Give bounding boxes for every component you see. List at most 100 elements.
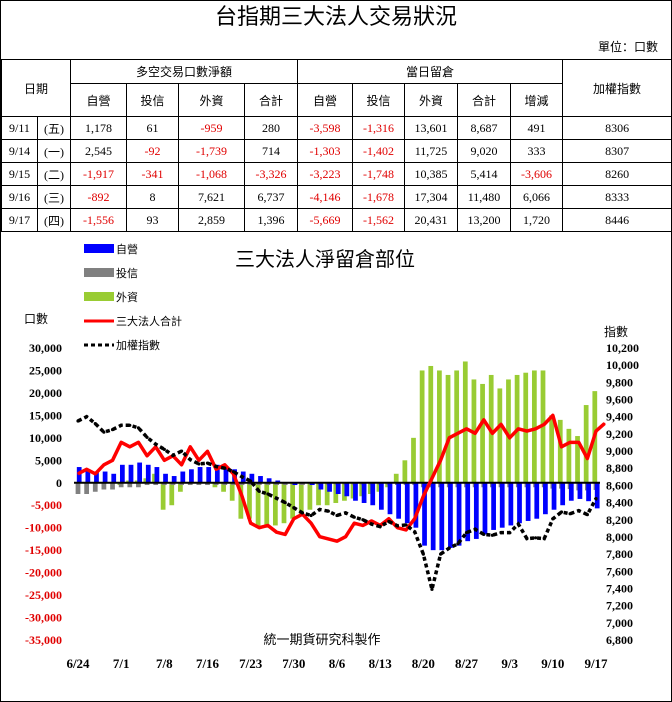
index-point <box>473 527 477 531</box>
foreign-bar <box>264 482 270 528</box>
total-point <box>336 540 338 542</box>
sub-header: 投信 <box>352 83 406 117</box>
trust-bar <box>153 482 159 486</box>
row-date: 9/17 <box>1 208 38 232</box>
index-point <box>369 522 374 526</box>
y2-tick-label: 7,600 <box>606 564 633 578</box>
index-point <box>136 426 141 430</box>
trust-bar <box>282 482 288 486</box>
x-tick-label: 7/1 <box>113 656 130 671</box>
foreign-bar <box>324 482 330 506</box>
date-header: 日期 <box>0 59 72 117</box>
index-point <box>309 513 313 518</box>
index-point <box>274 496 279 500</box>
total-point <box>422 495 425 498</box>
table-row: 9/11 (五) 1,178 61 -959 280 -3,598 -1,316 13,601 8… <box>1 116 672 140</box>
foreign-bar <box>229 482 235 501</box>
index-point <box>214 464 218 469</box>
trust-bar <box>222 482 228 486</box>
index-point <box>421 552 425 556</box>
table-cell: 2,545 <box>70 139 128 163</box>
table-cell: 9,020 <box>457 139 512 163</box>
table-cell: -1,917 <box>70 162 128 186</box>
table-cell: 11,480 <box>457 185 512 209</box>
sub-header: 合計 <box>457 83 512 117</box>
table-cell: -3,606 <box>510 162 564 186</box>
trust-bar <box>136 482 141 488</box>
y2-tick-label: 8,400 <box>606 496 633 510</box>
table-cell: -5,669 <box>297 208 354 232</box>
index-point <box>551 517 555 521</box>
dealer-bar <box>439 482 445 551</box>
index-point <box>335 513 339 518</box>
table-cell: -1,739 <box>178 139 246 163</box>
y-tick-label: -30,000 <box>25 611 62 625</box>
table-cell: 93 <box>126 208 180 232</box>
foreign-bar <box>221 482 226 492</box>
index-point <box>585 513 589 517</box>
trust-bar <box>239 482 245 486</box>
dealer-bar <box>491 482 496 530</box>
table-cell: 11,725 <box>404 139 459 163</box>
index-point <box>404 523 408 527</box>
dealer-bar <box>543 482 548 515</box>
foreign-bar <box>126 480 131 483</box>
table-cell: 6,066 <box>510 185 564 209</box>
total-point <box>258 526 261 529</box>
legend-swatch <box>84 244 114 253</box>
y-tick-label: 30,000 <box>29 341 62 355</box>
index-point <box>439 552 443 556</box>
dealer-bar <box>577 482 583 499</box>
total-point <box>405 529 407 531</box>
trust-bar <box>144 482 150 486</box>
total-point <box>560 446 563 448</box>
foreign-bar <box>480 383 485 483</box>
index-point <box>395 524 400 528</box>
trust-bar <box>187 482 193 486</box>
y2-tick-label: 8,200 <box>606 513 633 527</box>
dealer-bar <box>353 482 358 501</box>
total-point <box>439 459 442 462</box>
index-point <box>85 415 89 419</box>
dealer-bar <box>128 464 134 483</box>
total-point <box>310 522 312 524</box>
table-cell: 1,720 <box>510 208 564 232</box>
index-header: 加權指數 <box>562 59 672 117</box>
y2-tick-label: 8,800 <box>606 461 633 475</box>
total-point <box>198 459 200 462</box>
total-point <box>413 517 416 520</box>
chart-credit: 統一期貨研究科製作 <box>263 632 380 647</box>
index-point <box>533 536 538 540</box>
total-point <box>586 457 589 460</box>
dealer-bar <box>309 482 315 486</box>
dealer-bar <box>85 469 91 483</box>
index-point <box>430 587 434 591</box>
foreign-bar <box>152 473 157 483</box>
dealer-bar <box>396 482 402 519</box>
legend-swatch <box>84 268 114 277</box>
trust-bar <box>205 482 210 486</box>
total-point <box>517 428 520 430</box>
table-cell: 7,621 <box>178 185 246 209</box>
trust-bar <box>274 482 279 486</box>
y-tick-label: 20,000 <box>29 386 62 400</box>
x-tick-label: 6/24 <box>66 656 90 671</box>
foreign-bar <box>523 372 529 483</box>
foreign-bar <box>307 482 313 510</box>
index-point <box>413 530 417 534</box>
dealer-bar <box>344 482 350 497</box>
row-weekday: (三) <box>36 185 72 209</box>
total-point <box>431 477 433 480</box>
table-cell: -1,303 <box>297 139 354 163</box>
foreign-bar <box>376 482 382 492</box>
y2-tick-label: 8,600 <box>606 478 633 492</box>
row-date: 9/14 <box>1 139 38 163</box>
y-tick-label: -25,000 <box>25 588 62 602</box>
foreign-bar <box>531 370 537 483</box>
y-tick-label: 0 <box>56 476 62 490</box>
dealer-bar <box>517 482 522 524</box>
dealer-bar <box>413 482 419 528</box>
dealer-bar <box>335 482 341 494</box>
y2-tick-label: 9,400 <box>606 410 633 424</box>
table-cell: -1,562 <box>352 208 406 232</box>
